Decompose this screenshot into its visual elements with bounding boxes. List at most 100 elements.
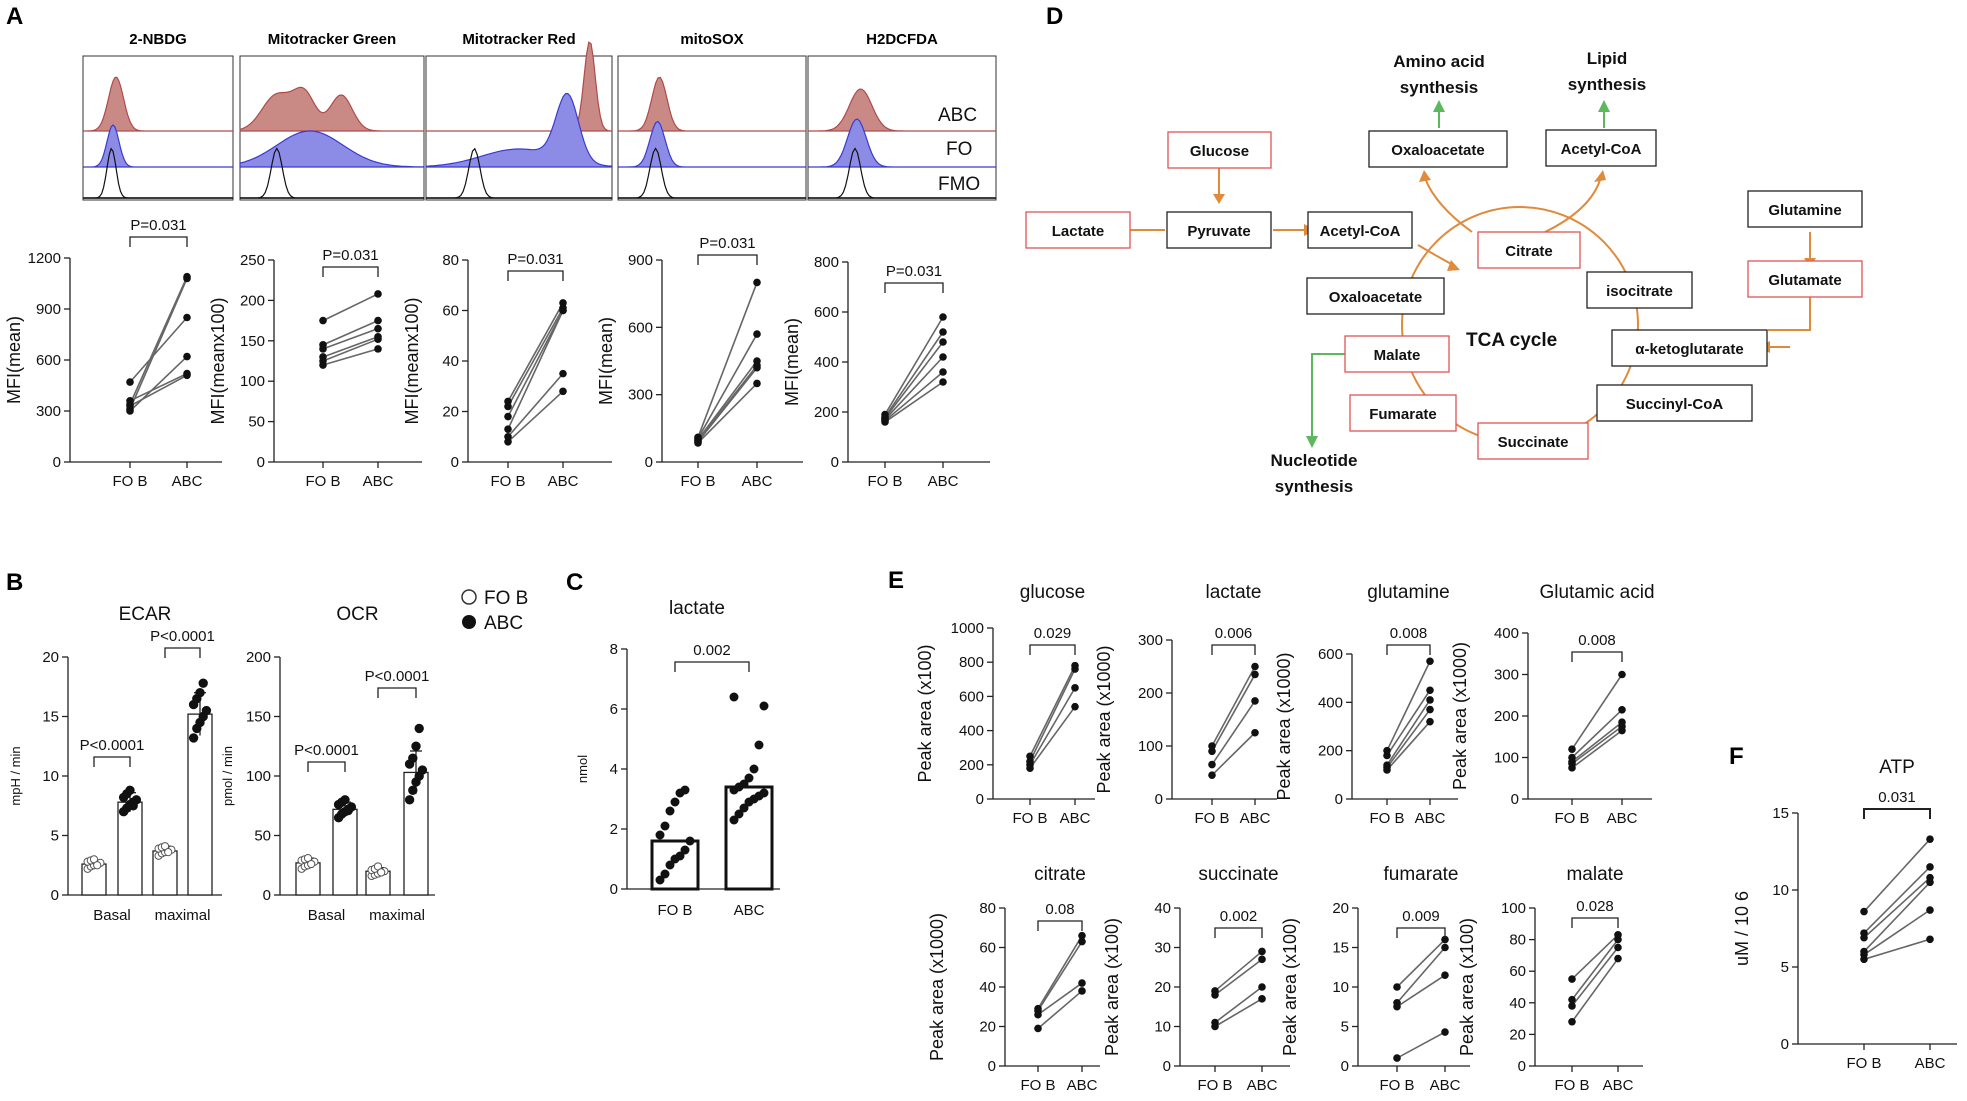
pair-line bbox=[322, 293, 379, 322]
y-axis-label: Peak area (x100) bbox=[915, 644, 935, 782]
data-point-abc bbox=[1426, 696, 1434, 704]
chart-E6: 0 10 20 30 40 Peak area (x100) FO B ABC succinat… bbox=[1102, 864, 1290, 1094]
data-point-abc bbox=[1078, 979, 1086, 987]
y-tick-label: 200 bbox=[246, 649, 271, 666]
y-tick-label: 0 bbox=[976, 791, 984, 808]
significance-bracket bbox=[1386, 644, 1431, 655]
y-tick-label: 100 bbox=[1501, 900, 1526, 917]
pair-line bbox=[697, 282, 758, 438]
data-point-abc bbox=[1926, 835, 1934, 843]
x-tick-label: ABC bbox=[1060, 810, 1091, 827]
p-value-label: P=0.031 bbox=[507, 251, 563, 268]
tca-pathway-diagram: TCA cycle bbox=[1025, 49, 1863, 496]
data-point-fo bbox=[1568, 995, 1576, 1004]
y-tick-label: 200 bbox=[240, 292, 265, 309]
y-tick-label: 0 bbox=[645, 454, 653, 471]
y-axis-label: MFI(mean) bbox=[596, 317, 616, 405]
y-tick-label: 150 bbox=[240, 333, 265, 350]
data-point-fo bbox=[1034, 1024, 1042, 1033]
legend-marker-fo bbox=[461, 589, 477, 605]
pathway-node-box bbox=[1306, 277, 1445, 315]
p-value-label: P=0.031 bbox=[130, 217, 186, 234]
data-point bbox=[665, 860, 675, 870]
y-tick-label: 1200 bbox=[28, 250, 61, 267]
pathway-node-box bbox=[1166, 211, 1272, 249]
x-tick-label: ABC bbox=[1240, 810, 1271, 827]
histogram-title: mitoSOX bbox=[680, 31, 743, 48]
y-tick-label: 80 bbox=[979, 900, 996, 917]
pair-line bbox=[884, 331, 944, 418]
y-tick-label: 100 bbox=[246, 768, 271, 785]
x-tick-label: FO B bbox=[305, 473, 340, 490]
amino-acid-label-2: synthesis bbox=[1400, 78, 1478, 97]
y-tick-label: 0 bbox=[1163, 1058, 1171, 1075]
pathway-node-label: Succinate bbox=[1498, 434, 1569, 451]
data-point-fo bbox=[1568, 764, 1576, 772]
data-point-fo bbox=[1568, 1002, 1576, 1010]
data-point bbox=[680, 845, 690, 855]
pair-line bbox=[1037, 935, 1083, 1010]
x-tick-label: ABC bbox=[363, 473, 394, 490]
x-tick-label: FO B bbox=[1020, 1077, 1055, 1094]
p-value-label: 0.08 bbox=[1045, 901, 1074, 918]
bar-fo bbox=[152, 850, 178, 896]
arrow-citrate-acetyl bbox=[1544, 179, 1601, 233]
p-value-label: 0.008 bbox=[1390, 625, 1428, 642]
data-point-fo bbox=[1860, 907, 1868, 916]
data-point-abc bbox=[939, 313, 947, 321]
pathway-node-label: Acetyl-CoA bbox=[1561, 141, 1642, 158]
x-tick-label: FO B bbox=[657, 902, 692, 919]
pair-line bbox=[507, 310, 564, 430]
data-point bbox=[685, 836, 695, 846]
panel-label-c: C bbox=[566, 569, 583, 596]
significance-bracket bbox=[1863, 808, 1931, 819]
y-tick-label: 800 bbox=[959, 654, 984, 671]
data-point-abc bbox=[374, 324, 382, 333]
y-tick-label: 0 bbox=[1155, 791, 1163, 808]
y-tick-label: 4 bbox=[610, 761, 618, 778]
p-value-label: P=0.031 bbox=[699, 235, 755, 252]
pair-line bbox=[1396, 939, 1446, 988]
chart-E1: 0 200 400 600 800 1000 Peak area (x100) FO B ABC… bbox=[915, 582, 1095, 827]
histogram-title: Mitotracker Red bbox=[462, 31, 575, 48]
pair-line bbox=[507, 302, 564, 402]
panel-label-e: E bbox=[888, 567, 904, 594]
pair-line bbox=[1571, 709, 1623, 759]
pair-line bbox=[1214, 950, 1263, 992]
pair-line bbox=[884, 341, 944, 419]
data-point bbox=[744, 773, 754, 783]
pathway-node-label: Glucose bbox=[1190, 143, 1249, 160]
y-axis-label: MFI(meanx100) bbox=[402, 297, 422, 424]
chart-B1: 0 5 10 15 20 mpH / min ECAR Basal maximal P<0.000… bbox=[8, 604, 222, 924]
y-tick-label: 200 bbox=[814, 404, 839, 421]
significance-bracket bbox=[1571, 651, 1623, 662]
panel-label-b: B bbox=[6, 569, 23, 596]
y-tick-label: 30 bbox=[1154, 940, 1171, 957]
y-tick-label: 0 bbox=[53, 454, 61, 471]
data-point bbox=[198, 678, 208, 688]
pathway-node-label: Pyruvate bbox=[1187, 223, 1250, 240]
y-tick-label: 10 bbox=[1332, 979, 1349, 996]
y-tick-label: 40 bbox=[979, 979, 996, 996]
pathway-node-label: Citrate bbox=[1505, 243, 1553, 260]
y-tick-label: 20 bbox=[979, 1019, 996, 1036]
data-point bbox=[759, 788, 769, 798]
significance-bracket bbox=[697, 254, 758, 265]
pair-line bbox=[507, 307, 564, 407]
y-tick-label: 0 bbox=[257, 454, 265, 471]
chart-E3: 0 200 400 600 Peak area (x1000) FO B ABC glutam… bbox=[1274, 582, 1458, 827]
pathway-node-box bbox=[1025, 211, 1131, 249]
pathway-node-label: Succinyl-CoA bbox=[1626, 396, 1724, 413]
y-axis-label: Peak area (x1000) bbox=[1450, 642, 1470, 790]
y-tick-label: 400 bbox=[814, 354, 839, 371]
y-tick-label: 300 bbox=[36, 403, 61, 420]
data-point-abc bbox=[1441, 935, 1449, 944]
pair-line bbox=[1214, 986, 1263, 1024]
y-tick-label: 10 bbox=[1772, 882, 1789, 899]
x-tick-label: FO B bbox=[1554, 810, 1589, 827]
lipid-label-2: synthesis bbox=[1568, 75, 1646, 94]
pair-line bbox=[884, 316, 944, 415]
x-tick-label: FO B bbox=[1012, 810, 1047, 827]
p-value-label: P<0.0001 bbox=[150, 628, 215, 645]
y-tick-label: 300 bbox=[1138, 632, 1163, 649]
